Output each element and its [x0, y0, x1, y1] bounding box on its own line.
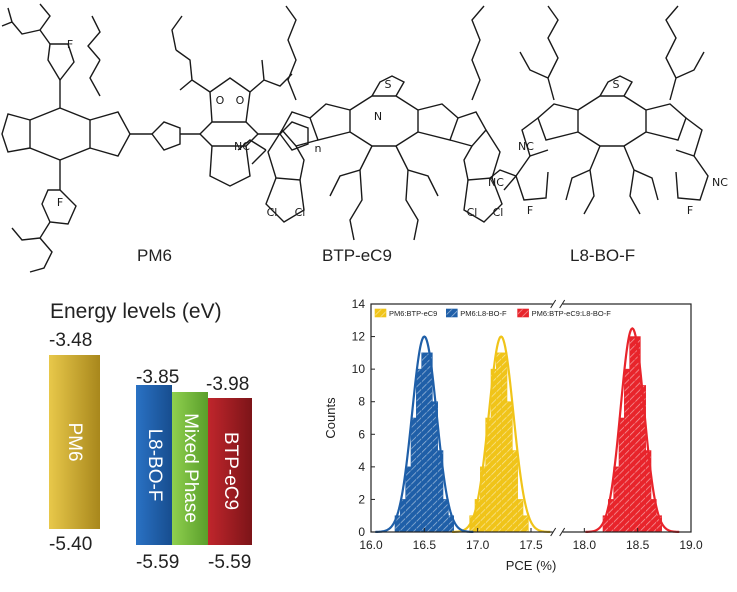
l8-cyano-label-right: NC: [712, 176, 728, 189]
btp-chlorine-label-right-1: Cl: [467, 206, 478, 219]
pm6-thiophene-top: [47, 43, 75, 82]
mixed-phase-energy-bar: Mixed Phase: [172, 392, 208, 545]
y-tick-label: 10: [352, 362, 366, 376]
legend-swatch: [446, 308, 458, 318]
histogram-bar: [618, 417, 625, 533]
y-tick-label: 0: [358, 525, 365, 539]
l8-bo-f-energy-bar: L8-BO-F: [136, 385, 172, 545]
pm6-lumo-value: -3.48: [49, 330, 93, 351]
l8-sulfur-label: S: [613, 78, 620, 91]
pm6-fluorine-label-bottom: F: [57, 196, 63, 209]
pm6-molecule-name: PM6: [137, 246, 172, 265]
histogram-bar: [517, 499, 524, 533]
histogram-bar: [512, 450, 518, 533]
btp-ec9-homo-value: -5.59: [208, 552, 252, 573]
btp-nitrogen-label: N: [374, 110, 382, 123]
top-axis-break-mark: [559, 299, 566, 309]
histogram-bar: [624, 368, 630, 533]
x-axis-break-mark: [550, 527, 557, 537]
histogram-bar: [405, 466, 412, 533]
x-tick-label: 18.0: [573, 538, 597, 552]
histogram-bar: [496, 352, 502, 533]
l8-fluorine-label-right: F: [687, 204, 693, 217]
legend-swatch: [517, 308, 529, 318]
histogram-bar: [522, 515, 529, 533]
y-axis-label: Counts: [323, 397, 338, 439]
gaussian-fit-curve: [375, 335, 474, 534]
histogram-bar: [426, 352, 433, 533]
x-tick-label: 17.5: [519, 538, 543, 552]
pm6-thiophene-mid: [151, 121, 181, 151]
btp-sulfur-label: S: [385, 78, 392, 91]
y-tick-label: 6: [358, 427, 365, 441]
y-tick-label: 2: [358, 492, 365, 506]
top-axis-break-gap: [552, 301, 563, 307]
mixed-phase-bar-label: Mixed Phase: [180, 413, 201, 523]
pm6-benzodithiophene-ring: [29, 107, 91, 161]
l8-bo-f-homo-value: -5.59: [136, 552, 180, 573]
btp-chlorine-label-left-1: Cl: [267, 206, 278, 219]
x-axis-label: PCE (%): [506, 558, 557, 573]
btp-chlorine-label-right-2: Cl: [493, 206, 504, 219]
histogram-bar: [629, 336, 636, 533]
btp-fused-core: [349, 95, 419, 147]
gaussian-fit-curve: [585, 327, 680, 534]
btp-cyano-label-right: NC: [518, 140, 534, 153]
chemical-structures: F F O O n S N NC NC Cl Cl Cl Cl S NC NC …: [1, 3, 728, 273]
y-tick-label: 14: [352, 297, 366, 311]
histogram-bar: [421, 352, 428, 533]
y-tick-label: 12: [352, 330, 366, 344]
pm6-energy-bar: PM6: [49, 355, 100, 529]
btp-ec9-energy-bar: BTP-eC9: [208, 398, 252, 545]
pce-histogram-chart: 0 2 4 6 8 10 12 14 16.0 16.5 17.0 17.5 18.0 18.5 19.0 P…: [323, 297, 703, 573]
legend-swatch: [374, 308, 387, 318]
pm6-repeat-n-label: n: [315, 142, 322, 155]
x-axis-break-mark: [559, 527, 566, 537]
pm6-oxygen-label-right: O: [236, 94, 245, 107]
legend-entry: PM6:BTP-eC9:L8-BO-F: [532, 309, 612, 318]
btp-ec9-lumo-value: -3.98: [206, 374, 250, 395]
y-tick-label: 8: [358, 395, 365, 409]
histogram-bar: [416, 368, 422, 533]
btp-cyano-label-left: NC: [234, 140, 250, 153]
btp-ec9-bar-label: BTP-eC9: [220, 431, 241, 511]
l8-bo-f-molecule-name: L8-BO-F: [570, 246, 636, 265]
pm6-oxygen-label-left: O: [216, 94, 225, 107]
legend-entry: PM6:L8-BO-F: [460, 309, 507, 318]
x-tick-label: 18.5: [626, 538, 650, 552]
histogram-bar: [506, 401, 513, 533]
top-axis-break-mark: [550, 299, 557, 309]
x-tick-label: 16.0: [359, 538, 383, 552]
x-tick-label: 17.0: [466, 538, 490, 552]
pm6-thiophene-bottom: [41, 189, 77, 225]
gaussian-fit-curve: [452, 335, 551, 534]
btp-ec9-molecule-name: BTP-eC9: [322, 246, 392, 265]
pm6-homo-value: -5.40: [49, 534, 93, 555]
pm6-fluorine-label-top: F: [67, 38, 73, 51]
histogram-bar: [410, 417, 417, 533]
y-tick-label: 4: [358, 460, 365, 474]
l8-bo-f-bar-label: L8-BO-F: [144, 428, 165, 502]
x-tick-label: 16.5: [413, 538, 437, 552]
l8-fused-core: [577, 95, 647, 147]
l8-cyano-label-left: NC: [488, 176, 504, 189]
histogram-bar: [501, 352, 508, 533]
l8-fluorine-label-left: F: [527, 204, 533, 217]
l8-bo-f-lumo-value: -3.85: [136, 367, 180, 388]
x-axis-break-gap: [552, 529, 563, 535]
x-tick-label: 19.0: [679, 538, 703, 552]
legend-entry: PM6:BTP-eC9: [389, 309, 437, 318]
pm6-bar-label: PM6: [64, 422, 85, 462]
energy-levels-title: Energy levels (eV): [50, 300, 222, 323]
btp-chlorine-label-left-2: Cl: [295, 206, 306, 219]
